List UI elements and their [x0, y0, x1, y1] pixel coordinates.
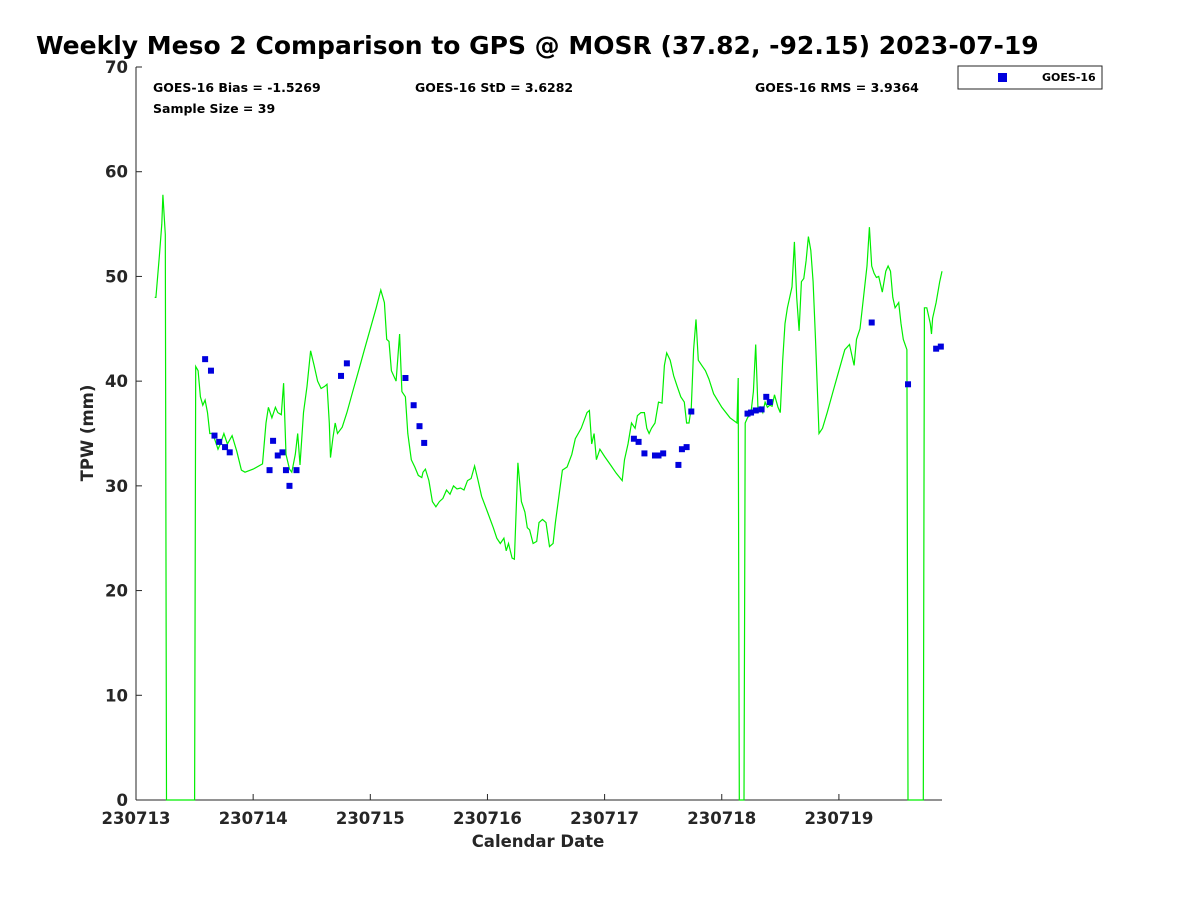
goes-data-point	[763, 393, 770, 400]
goes-data-point	[660, 450, 667, 457]
stats-block: GOES-16 Bias = -1.5269 GOES-16 StD = 3.6…	[153, 80, 919, 116]
goes-data-point	[766, 399, 773, 406]
goes-data-point	[630, 435, 637, 442]
x-axis-label: Calendar Date	[472, 832, 605, 851]
goes-data-point	[202, 356, 209, 363]
goes-data-point	[933, 345, 940, 352]
legend: GOES-16	[957, 65, 1103, 90]
goes-data-point	[868, 319, 875, 326]
y-tick-label: 40	[105, 372, 128, 391]
stat-bias: GOES-16 Bias = -1.5269	[153, 80, 321, 95]
goes-data-point	[748, 409, 755, 416]
goes-data-point	[216, 438, 223, 445]
x-tick-label: 230716	[453, 809, 522, 828]
goes-data-point	[683, 444, 690, 451]
gps-line-layer	[154, 194, 943, 801]
goes-data-point	[641, 450, 648, 457]
goes-data-point	[274, 452, 281, 459]
goes-data-point	[402, 375, 409, 382]
goes-data-point	[688, 408, 695, 415]
goes-data-point	[279, 449, 286, 456]
chart-title: Weekly Meso 2 Comparison to GPS @ MOSR (…	[36, 31, 1039, 60]
goes-data-point	[635, 438, 642, 445]
goes-data-point	[937, 343, 944, 350]
goes-data-point	[651, 452, 658, 459]
plot-frame	[136, 67, 942, 800]
goes-data-point	[222, 444, 229, 451]
x-tick-label: 230717	[570, 809, 639, 828]
goes-data-point	[270, 437, 277, 444]
goes-data-point	[338, 372, 345, 379]
goes-data-point	[410, 402, 417, 409]
goes-data-point	[226, 449, 233, 456]
legend-label: GOES-16	[1042, 71, 1096, 84]
gps-series-line	[154, 194, 943, 801]
goes-data-point	[421, 439, 428, 446]
stat-sample-size: Sample Size = 39	[153, 101, 275, 116]
y-tick-label: 10	[105, 686, 128, 705]
y-tick-label: 20	[105, 582, 128, 601]
x-tick-label: 230719	[804, 809, 873, 828]
x-tick-label: 230714	[219, 809, 288, 828]
goes-data-point	[416, 423, 423, 430]
y-tick-label: 70	[105, 58, 128, 77]
legend-box	[957, 65, 1103, 90]
stat-rms: GOES-16 RMS = 3.9364	[755, 80, 919, 95]
goes-data-point	[678, 446, 685, 453]
y-axis-label: TPW (mm)	[78, 385, 97, 482]
goes-data-point	[744, 410, 751, 417]
y-tick-label: 0	[117, 791, 128, 810]
goes-data-point	[286, 482, 293, 489]
goes-data-point	[211, 432, 218, 439]
legend-marker	[998, 73, 1007, 82]
y-tick-label: 60	[105, 163, 128, 182]
goes-data-point	[293, 467, 300, 474]
goes-data-point	[675, 461, 682, 468]
x-tick-label: 230715	[336, 809, 405, 828]
plot-area: 0 10 20 30 40 50 60 70 230713 230714 230715 230716…	[102, 58, 944, 828]
goes-data-point	[207, 367, 214, 374]
goes-data-point	[905, 381, 912, 388]
y-tick-label: 30	[105, 477, 128, 496]
goes-data-point	[266, 467, 273, 474]
stat-std: GOES-16 StD = 3.6282	[415, 80, 573, 95]
goes-data-point	[343, 360, 350, 367]
y-ticks: 0 10 20 30 40 50 60 70	[105, 58, 142, 810]
y-tick-label: 50	[105, 267, 128, 286]
x-tick-label: 230718	[687, 809, 756, 828]
goes-points-layer	[202, 319, 944, 489]
x-tick-label: 230713	[102, 809, 171, 828]
goes-data-point	[655, 452, 662, 459]
goes-data-point	[758, 406, 765, 413]
x-ticks: 230713 230714 230715 230716 230717 230718 2307…	[102, 794, 873, 828]
goes-data-point	[282, 467, 289, 474]
goes-data-point	[752, 407, 759, 414]
